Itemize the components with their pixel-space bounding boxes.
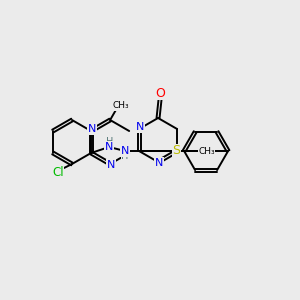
Text: Cl: Cl <box>52 166 64 178</box>
Text: N: N <box>105 142 113 152</box>
Text: O: O <box>155 87 165 100</box>
Text: CH₃: CH₃ <box>198 146 215 155</box>
Text: S: S <box>172 145 180 158</box>
Text: N: N <box>136 122 144 132</box>
Text: N: N <box>107 160 115 170</box>
Text: N: N <box>88 124 96 134</box>
Text: H: H <box>122 151 129 161</box>
Text: H: H <box>106 137 114 147</box>
Text: CH₃: CH₃ <box>112 101 129 110</box>
Text: N: N <box>155 158 163 168</box>
Text: N: N <box>121 146 129 156</box>
